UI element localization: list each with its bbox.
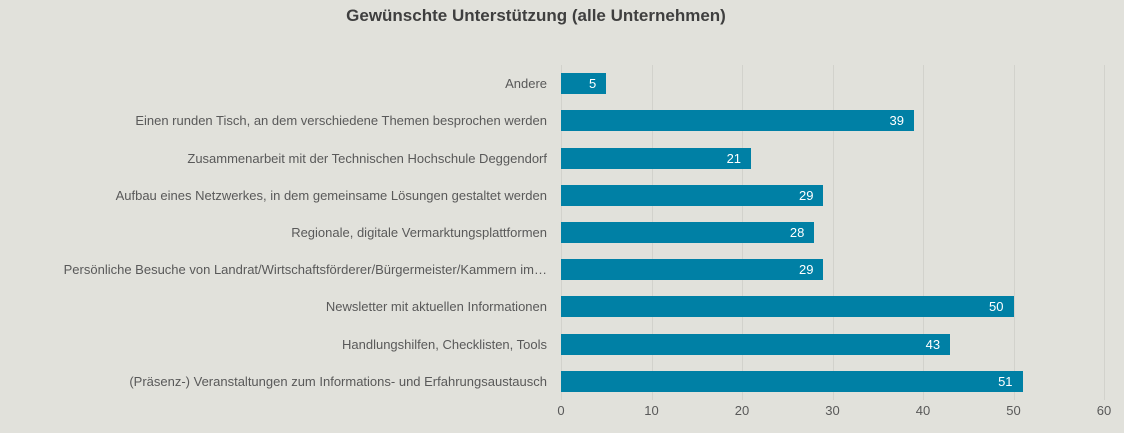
bar-value-label: 51 (998, 373, 1013, 389)
bar: 50 (561, 296, 1014, 318)
gridline (832, 65, 834, 400)
bar-value-label: 39 (889, 113, 904, 129)
bar: 28 (561, 221, 815, 243)
bar-value-label: 29 (798, 187, 814, 203)
category-label: Regionale, digitale Vermarktungsplattfor… (291, 224, 547, 240)
x-tick-label: 10 (644, 403, 659, 418)
bar: 39 (561, 110, 914, 132)
category-axis: Andere Einen runden Tisch, an dem verschi… (0, 65, 561, 400)
bar-row: 51 (561, 363, 1104, 400)
bar-value-label: 5 (589, 76, 597, 92)
plot-area: 5 39 21 29 28 29 50 43 51 (561, 65, 1105, 400)
bar-value-label: 50 (989, 299, 1004, 315)
bar: 29 (561, 184, 824, 206)
bar: 43 (561, 333, 951, 355)
bar-row: 21 (561, 139, 1104, 176)
bars-group: 5 39 21 29 28 29 50 43 51 (561, 65, 1104, 400)
x-tick-label: 60 (1096, 403, 1112, 418)
x-tick-label: 50 (1006, 403, 1021, 418)
x-tick-label: 30 (825, 403, 840, 418)
category-label: Aufbau eines Netzwerkes, in dem gemeinsa… (115, 187, 547, 203)
category-label: Zusammenarbeit mit der Technischen Hochs… (187, 150, 547, 166)
bar-value-label: 29 (798, 262, 814, 278)
category-label: Andere (505, 76, 547, 92)
category-label: Newsletter mit aktuellen Informationen (325, 299, 547, 315)
category-label: Persönliche Besuche von Landrat/Wirtscha… (63, 262, 547, 278)
x-tick-label: 20 (734, 403, 750, 418)
x-tick-label: 0 (557, 403, 565, 418)
bar: 29 (561, 259, 824, 281)
category-label: (Präsenz-) Veranstaltungen zum Informati… (129, 373, 547, 389)
bar-row: 50 (561, 288, 1104, 325)
gridline (1013, 65, 1015, 400)
bar: 21 (561, 147, 752, 169)
gridline (923, 65, 924, 400)
bar-value-label: 21 (726, 150, 742, 166)
bar-row: 29 (561, 177, 1104, 214)
bar-value-label: 43 (925, 336, 941, 352)
bar: 5 (561, 73, 607, 95)
x-tick-label: 40 (915, 403, 931, 418)
chart-body: Andere Einen runden Tisch, an dem verschi… (0, 65, 1105, 400)
category-label: Handlungshilfen, Checklisten, Tools (342, 336, 547, 352)
value-axis: 0 10 20 30 40 50 60 (557, 403, 1111, 423)
bar-row: 39 (561, 102, 1104, 139)
bar: 51 (561, 370, 1023, 392)
gridline (1104, 65, 1105, 400)
category-label: Einen runden Tisch, an dem verschiedene … (135, 113, 547, 129)
bar-value-label: 28 (789, 224, 805, 240)
bar-row: 28 (561, 214, 1104, 251)
chart-title: Gewünschte Unterstützung (alle Unternehm… (346, 6, 726, 25)
bar-row: 5 (561, 65, 1104, 102)
bar-row: 29 (561, 251, 1104, 288)
bar-row: 43 (561, 326, 1104, 363)
